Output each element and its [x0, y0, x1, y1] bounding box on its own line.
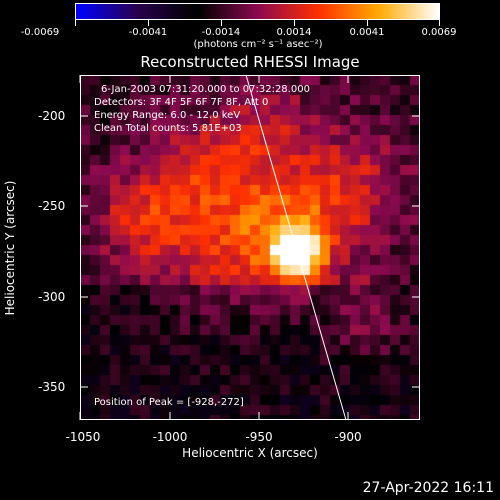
colorbar-tick [148, 20, 149, 26]
colorbar-tick-label: 0.0041 [349, 27, 385, 38]
peak-position-label: Position of Peak = [-928,-272] [94, 397, 244, 408]
colorbar-unit-label: (photons cm⁻² s⁻¹ asec⁻²) [193, 39, 323, 50]
y-tick-label: -350 [38, 380, 66, 394]
x-tick-label: -1050 [65, 430, 101, 444]
x-axis-label: Heliocentric X (arcsec) [182, 446, 318, 460]
info-detectors: Detectors: 3F 4F 5F 6F 7F 8F, Att 0 [94, 97, 269, 108]
info-time-range: 6-Jan-2003 07:31:20.000 to 07:32:28.000 [101, 84, 310, 95]
colorbar-tick [75, 20, 76, 26]
colorbar-tick [367, 20, 368, 26]
colorbar-tick [294, 20, 295, 26]
y-tick-label: -200 [38, 109, 66, 123]
colorbar-tick-label: -0.0014 [201, 27, 241, 38]
colorbar-tick-label: -0.0041 [128, 27, 168, 38]
colorbar-tick [221, 20, 222, 26]
info-clean-counts: Clean Total counts: 5.81E+03 [94, 123, 242, 134]
timestamp: 27-Apr-2022 16:11 [362, 480, 494, 496]
colorbar-tick [439, 20, 440, 26]
colorbar-tick-label: 0.0014 [276, 27, 312, 38]
x-tick-label: -950 [245, 430, 273, 444]
x-tick-label: -900 [334, 430, 362, 444]
y-axis-label: Heliocentric Y (arcsec) [3, 180, 17, 316]
colorbar-tick-label: 0.0069 [421, 27, 457, 38]
y-tick-label: -300 [38, 290, 66, 304]
info-energy-range: Energy Range: 6.0 - 12.0 keV [94, 110, 241, 121]
colorbar [75, 3, 440, 20]
colorbar-tick-label: -0.0069 [20, 27, 60, 38]
x-tick-label: -1000 [152, 430, 188, 444]
y-tick-label: -250 [38, 199, 66, 213]
plot-title: Reconstructed RHESSI Image [140, 53, 360, 71]
